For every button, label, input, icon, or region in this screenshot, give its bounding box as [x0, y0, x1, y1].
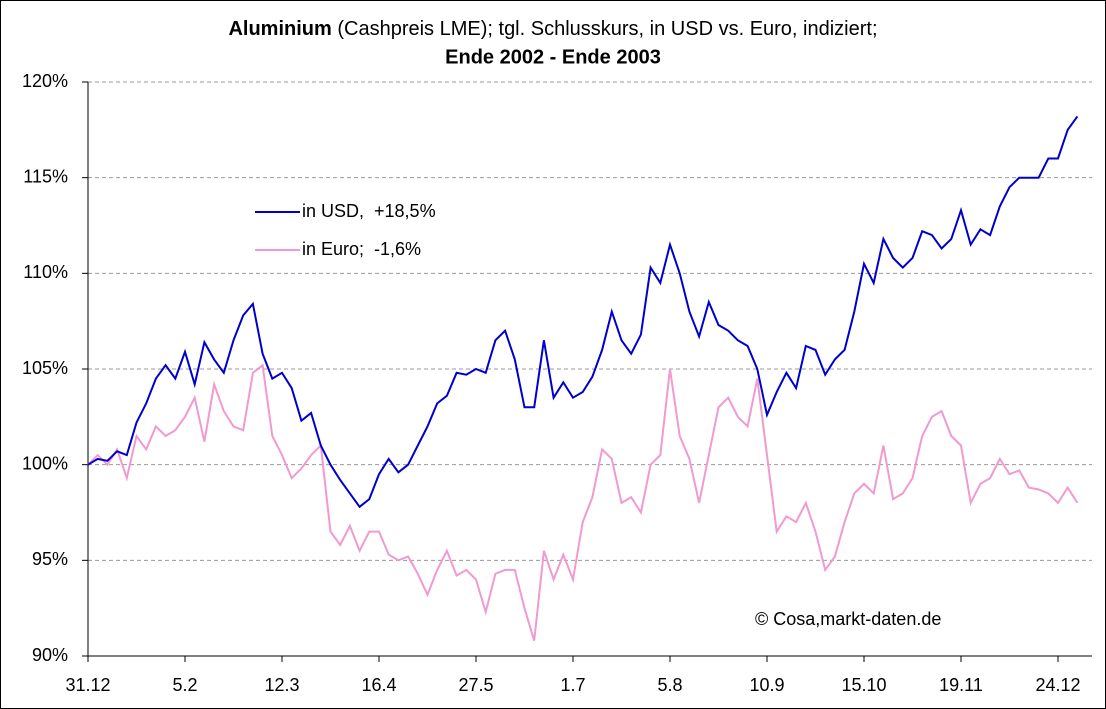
series-line [87, 115, 1079, 509]
x-tick-label: 10.9 [749, 675, 784, 695]
x-tick-label: 15.10 [841, 675, 886, 695]
title-bold: Aluminium [228, 18, 331, 40]
x-tick-label: 1.7 [560, 675, 585, 695]
x-tick-label: 12.3 [264, 675, 299, 695]
y-tick-label: 110% [23, 262, 68, 282]
x-tick-label: 24.12 [1035, 675, 1080, 695]
legend-label: in Euro; -1,6% [302, 239, 421, 259]
x-tick-label: 5.2 [172, 675, 197, 695]
y-tick-label: 115% [23, 166, 68, 186]
y-tick-label: 100% [22, 453, 68, 473]
series-line [87, 363, 1079, 641]
y-tick-label: 90% [32, 645, 68, 665]
y-tick-label: 120% [22, 71, 68, 91]
title-rest: (Cashpreis LME); tgl. Schlusskurs, in US… [332, 18, 878, 40]
chart-subtitle: Ende 2002 - Ende 2003 [445, 46, 661, 68]
x-tick-label: 5.8 [657, 675, 682, 695]
x-tick-label: 31.12 [65, 675, 110, 695]
annotation: © Cosa,markt-daten.de [755, 609, 941, 629]
y-tick-label: 95% [32, 549, 68, 569]
x-tick-label: 27.5 [458, 675, 493, 695]
x-tick-label: 16.4 [361, 675, 396, 695]
legend-label: in USD, +18,5% [302, 201, 436, 221]
x-tick-label: 19.11 [939, 675, 983, 695]
y-tick-label: 105% [22, 358, 68, 378]
chart-title: Aluminium (Cashpreis LME); tgl. Schlussk… [228, 18, 877, 40]
